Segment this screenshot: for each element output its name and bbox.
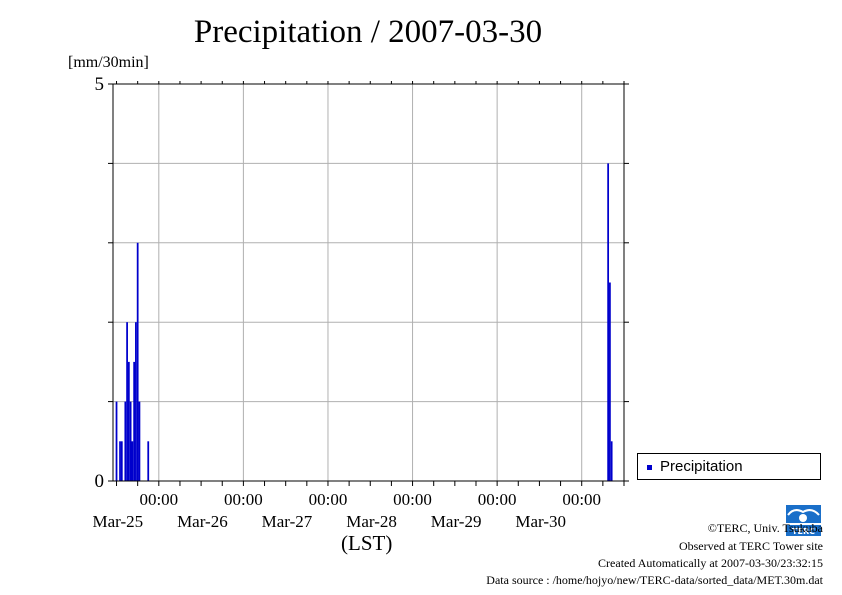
precipitation-bar <box>147 441 150 481</box>
x-axis-label: (LST) <box>341 531 393 555</box>
credit-source: Data source : /home/hojyo/new/TERC-data/… <box>486 573 823 587</box>
svg-text:TERC: TERC <box>792 527 815 536</box>
precipitation-bar <box>119 441 121 481</box>
precipitation-bar <box>609 282 611 481</box>
chart-title: Precipitation / 2007-03-30 <box>193 14 543 50</box>
bars <box>115 163 613 481</box>
x-tick-label-time: 00:00 <box>478 490 517 509</box>
precipitation-bar <box>135 322 137 481</box>
legend: Precipitation <box>637 453 821 480</box>
credit-observed: Observed at TERC Tower site <box>678 539 823 553</box>
precipitation-bar <box>127 361 130 481</box>
precipitation-bar <box>129 401 132 481</box>
legend-label: Precipitation <box>660 458 743 475</box>
axis-ticks: 0 5 00:00 Mar-25 00:00 Mar-26 00:00 Mar-27 00:00… <box>92 74 629 531</box>
x-tick-label-date: Mar-26 <box>177 512 228 531</box>
y-tick-label: 5 <box>95 74 105 95</box>
precipitation-bar <box>126 322 128 481</box>
credit-created: Created Automatically at 2007-03-30/23:3… <box>598 556 823 570</box>
y-axis-unit-label: [mm/30min] <box>68 54 149 71</box>
x-tick-label-date: Mar-29 <box>431 512 482 531</box>
precipitation-bar <box>136 242 139 481</box>
legend-swatch <box>647 465 652 470</box>
x-tick-label-date: Mar-30 <box>515 512 566 531</box>
grid-lines <box>113 84 624 481</box>
y-tick-label: 0 <box>95 471 105 492</box>
precipitation-bar <box>607 163 610 481</box>
precipitation-bar <box>133 361 136 481</box>
precipitation-bar <box>124 401 127 481</box>
x-tick-label-time: 00:00 <box>309 490 348 509</box>
x-tick-label-time: 00:00 <box>224 490 263 509</box>
x-tick-label-time: 00:00 <box>139 490 178 509</box>
plot-frame <box>112 83 625 482</box>
x-tick-label-date: Mar-25 <box>92 512 143 531</box>
precipitation-bar <box>131 441 134 481</box>
terc-logo-icon: TERC <box>784 503 823 538</box>
precipitation-bar <box>138 401 141 481</box>
precipitation-bar <box>610 441 613 481</box>
x-tick-label-time: 00:00 <box>393 490 432 509</box>
precipitation-bar <box>120 441 123 481</box>
x-tick-label-date: Mar-27 <box>262 512 313 531</box>
x-tick-label-date: Mar-28 <box>346 512 397 531</box>
x-tick-label-time: 00:00 <box>562 490 601 509</box>
credit-copyright: ©TERC, Univ. Tsukuba <box>707 521 823 535</box>
precipitation-bar <box>115 401 118 481</box>
